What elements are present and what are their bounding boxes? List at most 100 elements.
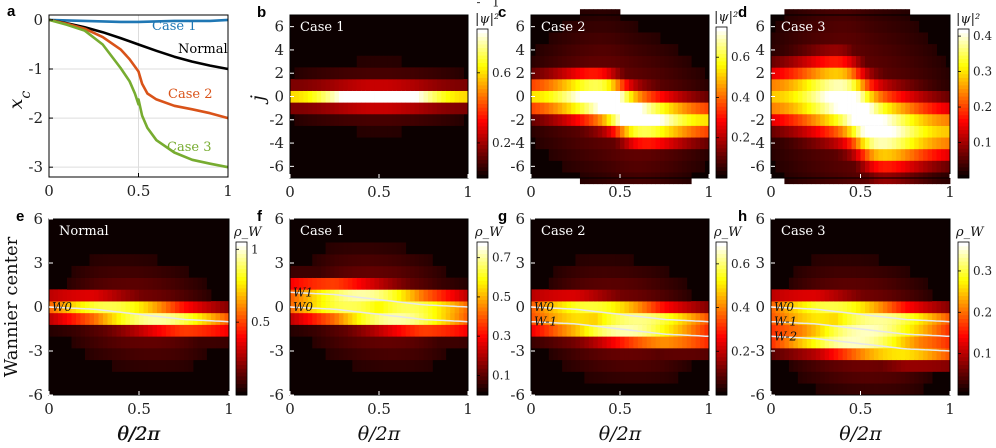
heatmap-cell [405,67,411,80]
heatmap-cell [148,254,153,267]
heatmap-cell [642,371,648,384]
heatmap-cell [588,359,594,372]
heatmap-cell [365,254,371,267]
heatmap-cell [878,359,884,372]
heatmap-cell [900,371,906,384]
heatmap-cell [887,265,893,278]
x-tick-label: 0 [285,400,295,418]
heatmap-cell [704,348,710,361]
heatmap-cell [677,336,683,349]
heatmap-cell [945,67,951,80]
heatmap-cell [184,336,189,349]
heatmap-cell [303,265,309,278]
colorbar-tick-label: 0.2 [973,305,992,319]
heatmap-cell [184,289,189,302]
heatmap-cell [628,359,634,372]
heatmap-cell [873,148,879,161]
colorbar-segment [477,268,488,274]
heatmap-cell [873,383,879,396]
heatmap-cell [700,67,705,80]
heatmap-cell [833,67,839,80]
colorbar-frame [476,28,489,179]
x-tick-label: 1 [704,183,714,201]
heatmap-cell [76,324,81,337]
heatmap-cell [651,55,656,68]
heatmap-cell [593,265,599,278]
heatmap-cell [664,125,670,138]
heatmap-cell [624,289,630,302]
heatmap-cell [637,265,643,278]
heatmap-cell [847,67,852,80]
heatmap-cell [824,55,830,68]
heatmap-cell [557,102,563,115]
heatmap-cell [628,312,634,325]
heatmap-cell [597,44,603,57]
heatmap-cell [829,79,835,91]
heatmap-cell [869,359,875,372]
heatmap-cell [927,44,933,57]
heatmap-cell [700,324,705,337]
heatmap-cell [548,137,554,150]
heatmap-cell [370,102,375,115]
heatmap-cell [664,301,670,314]
heatmap-cell [797,79,803,91]
heatmap-cell [905,90,911,103]
heatmap-cell [788,324,794,337]
heatmap-cell [125,359,131,372]
heatmap-cell [936,348,942,361]
heatmap-cell [325,277,331,290]
heatmap-cell [784,160,790,173]
heatmap-cell [833,125,839,138]
heatmap-cell [873,301,879,314]
heatmap-cell [851,359,857,372]
heatmap-cell [535,55,541,68]
heatmap-cell [878,55,884,68]
heatmap-cell [579,265,585,278]
colorbar-segment [716,291,727,297]
heatmap-cell [829,32,835,45]
heatmap-cell [401,113,407,126]
heatmap-cell [660,79,665,91]
heatmap-cell [851,90,857,103]
heatmap-cell [423,277,429,290]
heatmap-cell [166,359,171,372]
heatmap-cell [427,336,433,349]
colorbar-segment [236,356,247,362]
heatmap-cell [383,336,389,349]
heatmap-cell [414,265,420,278]
heatmap-cell [806,301,812,314]
heatmap-cell [157,312,162,325]
heatmap-cell [211,312,216,325]
heatmap-cell [815,265,821,278]
heatmap-cell [864,67,870,80]
panel-title: Case 3 [781,20,825,35]
heatmap-cell [664,79,670,91]
heatmap-cell [220,336,225,349]
x-tick-label: 0 [526,183,536,201]
heatmap-cell [606,55,612,68]
heatmap-cell [918,348,924,361]
heatmap-cell [864,79,870,91]
heatmap-cell [887,312,893,325]
heatmap-cell [860,44,866,57]
heatmap-cell [423,90,429,103]
colorbar-segment [716,113,727,119]
heatmap-cell [396,55,402,68]
heatmap-cell [660,44,665,57]
heatmap-cell [860,336,866,349]
heatmap-cell [356,324,362,337]
heatmap-cell [584,20,590,33]
heatmap-cell [419,324,424,337]
heatmap-cell [325,324,331,337]
heatmap-cell [584,55,590,68]
heatmap-cell [179,265,185,278]
heatmap-cell [450,79,456,91]
heatmap-cell [179,301,185,314]
heatmap-cell [410,289,415,302]
heatmap-cell [374,90,380,103]
heatmap-cell [427,359,433,372]
heatmap-cell [797,20,803,33]
heatmap-cell [829,383,835,396]
y-tick-label: 0 [274,298,284,316]
heatmap-cell [891,301,897,314]
